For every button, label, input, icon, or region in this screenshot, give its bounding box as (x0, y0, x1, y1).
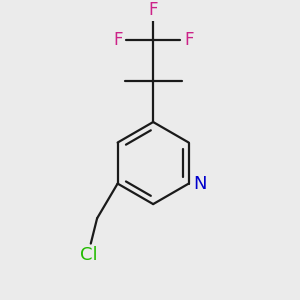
Text: F: F (148, 1, 158, 19)
Text: F: F (113, 31, 122, 49)
Text: N: N (193, 175, 206, 193)
Text: Cl: Cl (80, 246, 98, 264)
Text: F: F (184, 31, 194, 49)
